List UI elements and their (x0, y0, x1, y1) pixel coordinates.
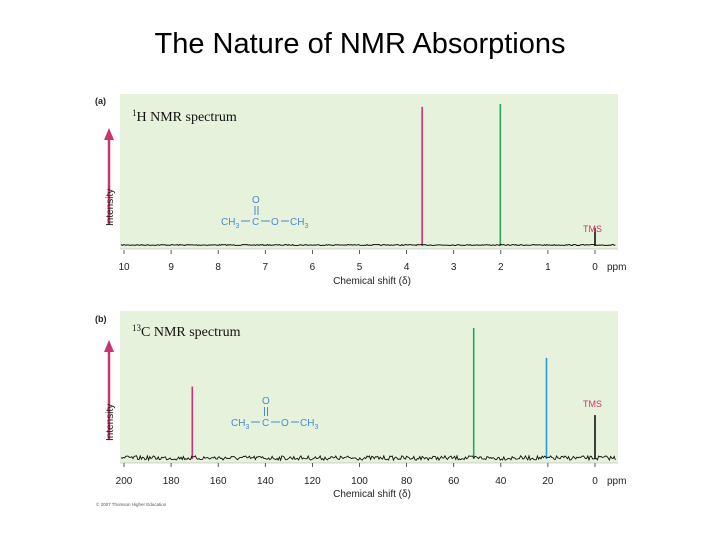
tick-label-b-10: 0 (592, 476, 598, 487)
panel-b-baseline (120, 454, 616, 462)
panel-a-x-ticks: 10 9 8 7 6 5 4 3 2 1 0 (118, 250, 598, 273)
structure-a-carbon: C (252, 217, 259, 228)
tick-label-a-7: 3 (451, 262, 457, 273)
structure-b-oxygen: O (281, 418, 289, 429)
structure-a-ch3-left: CH3 (221, 217, 239, 230)
tick-label-a-10: 0 (592, 262, 598, 273)
tick-label-b-4: 120 (304, 476, 321, 487)
tick-label-a-9: 1 (545, 262, 551, 273)
tick-label-b-0: 200 (116, 476, 133, 487)
panel-b-x-ticks: 200 180 160 140 120 100 80 60 40 20 0 (116, 463, 598, 487)
panel-b-x-unit: ppm (607, 476, 626, 487)
structure-a-oxygen: O (271, 217, 279, 228)
tick-label-a-4: 6 (310, 262, 316, 273)
tick-label-a-6: 4 (404, 262, 410, 273)
intensity-arrow-a (104, 128, 114, 225)
structure-b-ch3-left: CH3 (231, 418, 249, 431)
panel-b-ylabel: Intensity (105, 404, 116, 441)
tick-label-a-0: 10 (118, 262, 130, 273)
tick-label-b-6: 80 (401, 476, 413, 487)
tick-label-b-5: 100 (351, 476, 368, 487)
structure-b-carbon: C (262, 418, 269, 429)
tick-label-b-2: 160 (210, 476, 227, 487)
panel-a-tag: (a) (95, 96, 106, 106)
panel-b-spectrum-title: 13C NMR spectrum (132, 323, 241, 340)
intensity-arrow-b (104, 340, 114, 440)
panel-b-xlabel: Chemical shift (δ) (333, 489, 411, 500)
copyright-notice: © 2007 Thomson Higher Education (96, 501, 167, 507)
structure-b-oxygen-top: O (262, 396, 270, 407)
panel-a-tms-label: TMS (583, 224, 602, 234)
panel-b: (b) 13C NMR spectrum Intensity 200 180 160… (95, 311, 626, 500)
tick-label-b-7: 60 (448, 476, 460, 487)
panel-a: (a) 1H NMR spectrum Intensity 10 9 8 7 6 5 4 3 2… (95, 94, 626, 287)
panel-b-background (120, 311, 618, 463)
tick-label-a-3: 7 (263, 262, 269, 273)
structure-a-oxygen-top: O (252, 195, 260, 206)
panel-b-tag: (b) (95, 314, 107, 324)
tick-label-a-2: 8 (215, 262, 221, 273)
panel-a-x-unit: ppm (607, 262, 626, 273)
structure-a-ch3-right: CH3 (290, 217, 308, 230)
panel-b-peaks (191, 328, 596, 459)
tick-label-b-1: 180 (163, 476, 180, 487)
page-title: The Nature of NMR Absorptions (154, 28, 566, 60)
panel-b-tms-label: TMS (583, 399, 602, 409)
tick-label-b-9: 20 (542, 476, 554, 487)
panel-a-xlabel: Chemical shift (δ) (333, 276, 411, 287)
structure-b-ch3-right: CH3 (300, 418, 318, 431)
tick-label-b-3: 140 (257, 476, 274, 487)
panel-a-baseline (120, 243, 616, 247)
tick-label-a-5: 5 (357, 262, 363, 273)
panel-a-spectrum-title: 1H NMR spectrum (132, 108, 237, 125)
panel-b-structure: O CH3 C O CH3 (231, 396, 318, 431)
panel-a-background (120, 94, 618, 249)
tick-label-a-1: 9 (168, 262, 174, 273)
tick-label-a-8: 2 (498, 262, 504, 273)
panel-a-structure: O CH3 C O CH3 (221, 195, 308, 230)
tick-label-b-8: 40 (495, 476, 507, 487)
panel-a-ylabel: Intensity (105, 189, 116, 226)
panel-a-peaks (421, 104, 596, 246)
